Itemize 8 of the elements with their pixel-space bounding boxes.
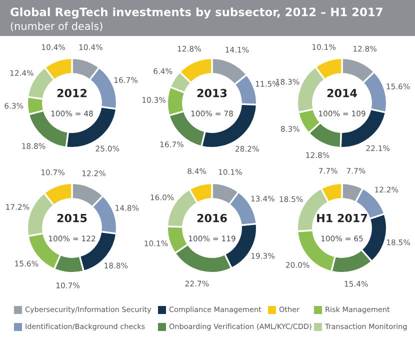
text: H1 2017 (317, 214, 368, 222)
text: 2012 (57, 88, 86, 98)
chart-title: Global RegTech investments by subsector, 2012 – H1 2017 (10, 7, 382, 19)
text: 2016 (197, 214, 227, 222)
chart-subtitle: (number of deals) (10, 22, 102, 32)
text: 2013 (197, 88, 227, 98)
text: 2014 (327, 88, 357, 98)
text: 2015 (57, 214, 87, 222)
